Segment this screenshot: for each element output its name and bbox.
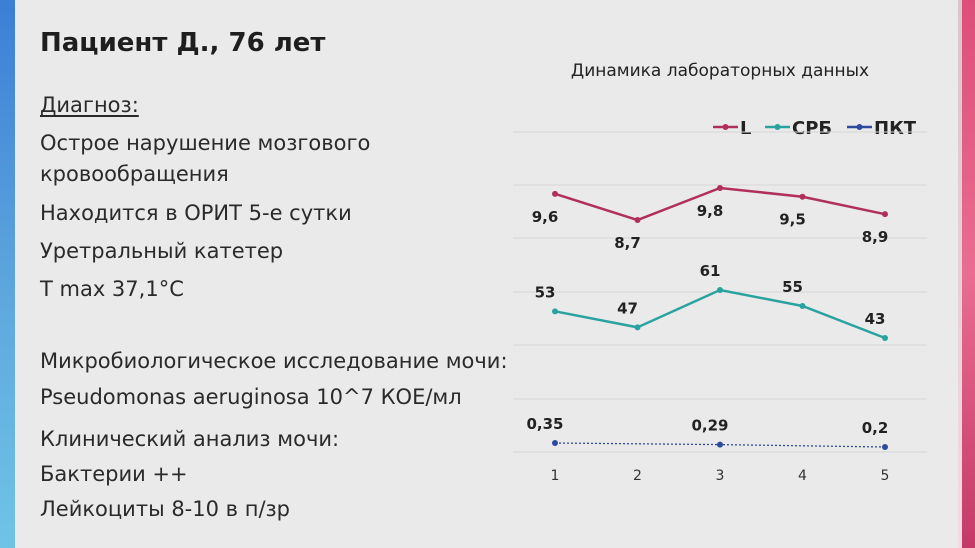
legend-marker-pct: [856, 124, 863, 130]
diagnosis-heading: Диагноз:: [40, 93, 139, 117]
data-label: 0,29: [691, 417, 728, 435]
x-tick-label: 2: [633, 468, 642, 484]
data-point: [882, 335, 888, 341]
data-point: [552, 308, 558, 315]
data-point: [799, 193, 806, 200]
legend-marker-crp: [774, 124, 781, 130]
data-label: 8,9: [862, 228, 889, 246]
data-label: 0,35: [526, 415, 563, 433]
x-axis-ticks: 1 2 3 4 5: [551, 468, 890, 484]
legend-marker-l: [722, 124, 729, 130]
data-label: 47: [617, 299, 638, 317]
data-point: [634, 324, 641, 331]
slide-title: Пациент Д., 76 лет: [40, 28, 326, 58]
catheter-line: Уретральный катетер: [40, 239, 284, 263]
urinalysis-heading: Клинический анализ мочи:: [40, 427, 340, 451]
bacteria-line: Бактерии ++: [40, 462, 188, 486]
data-label: 0,2: [862, 419, 889, 437]
x-tick-label: 5: [881, 468, 890, 484]
right-pale-bar: [958, 0, 962, 548]
tmax-line: T max 37,1°C: [40, 277, 184, 301]
series-line: [554, 288, 886, 340]
data-point: [717, 441, 723, 448]
left-accent-bar: [0, 0, 15, 548]
data-point: [552, 190, 558, 197]
x-tick-label: 4: [798, 468, 807, 484]
data-label: 43: [865, 310, 886, 328]
legend-label-crp: СРБ: [792, 118, 832, 139]
data-point: [634, 217, 641, 223]
icu-stay-line: Находится в ОРИТ 5-е сутки: [40, 201, 352, 225]
data-label: 8,7: [614, 234, 641, 252]
diagnosis-line: Острое нарушение мозгового: [40, 131, 371, 155]
data-label: 9,5: [779, 211, 806, 229]
data-point: [552, 440, 558, 446]
data-label: 55: [782, 278, 803, 296]
right-accent-bar: [962, 0, 975, 548]
diagnosis-line: кровообращения: [40, 162, 229, 186]
series-l: 9,6 8,7 9,8 9,5 8,9: [532, 185, 889, 252]
chart-gridlines: [513, 131, 927, 453]
data-point: [717, 287, 723, 293]
data-point: [799, 303, 806, 309]
x-tick-label: 1: [551, 468, 560, 484]
micro-heading: Микробиологическое исследование мочи:: [40, 349, 508, 373]
lab-dynamics-chart: Динамика лабораторных данных L СРБ ПКТ 9…: [513, 61, 927, 484]
data-label: 9,6: [532, 208, 559, 226]
legend-label-pct: ПКТ: [874, 118, 917, 139]
legend-label-l: L: [740, 118, 751, 139]
data-point: [882, 444, 888, 450]
data-label: 9,8: [697, 202, 724, 220]
micro-result: Pseudomonas aeruginosa 10^7 КОЕ/мл: [40, 385, 462, 409]
series-pct: 0,35 0,29 0,2: [526, 415, 888, 450]
series-crp: 53 47 61 55 43: [535, 262, 888, 341]
chart-title: Динамика лабораторных данных: [571, 61, 869, 81]
data-label: 53: [535, 283, 556, 301]
data-label: 61: [700, 262, 721, 280]
data-point: [717, 185, 723, 191]
leukocytes-line: Лейкоциты 8-10 в п/зр: [40, 497, 291, 521]
data-point: [882, 211, 888, 218]
chart-legend: L СРБ ПКТ: [713, 118, 917, 139]
x-tick-label: 3: [716, 468, 725, 484]
